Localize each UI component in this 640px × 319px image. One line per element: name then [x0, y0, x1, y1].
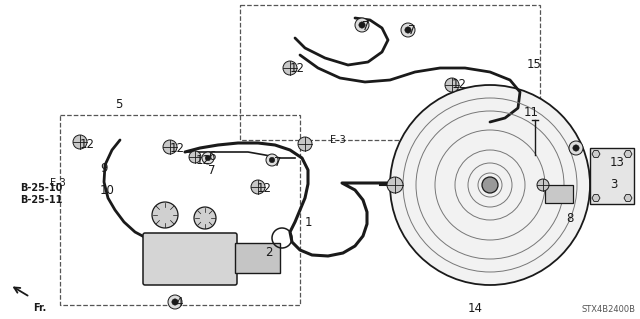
Circle shape: [359, 22, 365, 28]
Circle shape: [269, 157, 275, 163]
Circle shape: [405, 27, 411, 33]
Circle shape: [390, 85, 590, 285]
Text: 12: 12: [196, 153, 211, 167]
Polygon shape: [624, 151, 632, 158]
Polygon shape: [592, 195, 600, 202]
Text: 8: 8: [566, 211, 573, 225]
Circle shape: [251, 180, 265, 194]
Text: 7: 7: [408, 24, 415, 36]
Text: 12: 12: [257, 182, 272, 195]
Text: 6: 6: [208, 151, 216, 164]
Text: 5: 5: [115, 99, 122, 112]
Circle shape: [537, 179, 549, 191]
Circle shape: [283, 61, 297, 75]
Bar: [240, 5, 540, 140]
Text: 1: 1: [305, 216, 312, 228]
Bar: [235, 243, 280, 273]
Bar: [590, 148, 634, 204]
Text: B-25-10: B-25-10: [20, 183, 62, 193]
Circle shape: [298, 137, 312, 151]
Text: 7: 7: [362, 20, 369, 33]
Text: E-3: E-3: [330, 135, 346, 145]
Bar: [60, 115, 300, 305]
Text: 12: 12: [80, 138, 95, 152]
Circle shape: [445, 78, 459, 92]
Text: 2: 2: [265, 246, 273, 258]
Circle shape: [482, 177, 498, 193]
Circle shape: [569, 141, 583, 155]
Circle shape: [168, 295, 182, 309]
Text: 9: 9: [100, 161, 108, 174]
Text: 12: 12: [170, 142, 185, 154]
Polygon shape: [624, 195, 632, 202]
Circle shape: [189, 151, 201, 163]
Circle shape: [194, 207, 216, 229]
Circle shape: [163, 140, 177, 154]
Text: Fr.: Fr.: [33, 303, 46, 313]
Text: 11: 11: [524, 106, 539, 118]
Circle shape: [266, 154, 278, 166]
Circle shape: [387, 177, 403, 193]
Text: STX4B2400B: STX4B2400B: [581, 305, 635, 314]
Text: 7: 7: [208, 164, 216, 176]
Circle shape: [573, 145, 579, 151]
FancyBboxPatch shape: [143, 233, 237, 285]
Bar: [545, 185, 573, 203]
Circle shape: [73, 135, 87, 149]
Text: E-3: E-3: [50, 178, 66, 188]
Polygon shape: [592, 151, 600, 158]
Text: 3: 3: [610, 179, 618, 191]
Text: 12: 12: [290, 62, 305, 75]
Text: 14: 14: [468, 301, 483, 315]
Circle shape: [355, 18, 369, 32]
Text: 4: 4: [175, 295, 182, 308]
Circle shape: [202, 152, 214, 164]
Circle shape: [172, 299, 178, 305]
Text: 7: 7: [274, 155, 282, 168]
Circle shape: [152, 202, 178, 228]
Circle shape: [401, 23, 415, 37]
Circle shape: [205, 155, 211, 161]
Text: 10: 10: [100, 184, 115, 197]
Text: 15: 15: [527, 58, 542, 71]
Text: 12: 12: [452, 78, 467, 92]
Text: 13: 13: [610, 155, 625, 168]
Text: B-25-11: B-25-11: [20, 195, 62, 205]
